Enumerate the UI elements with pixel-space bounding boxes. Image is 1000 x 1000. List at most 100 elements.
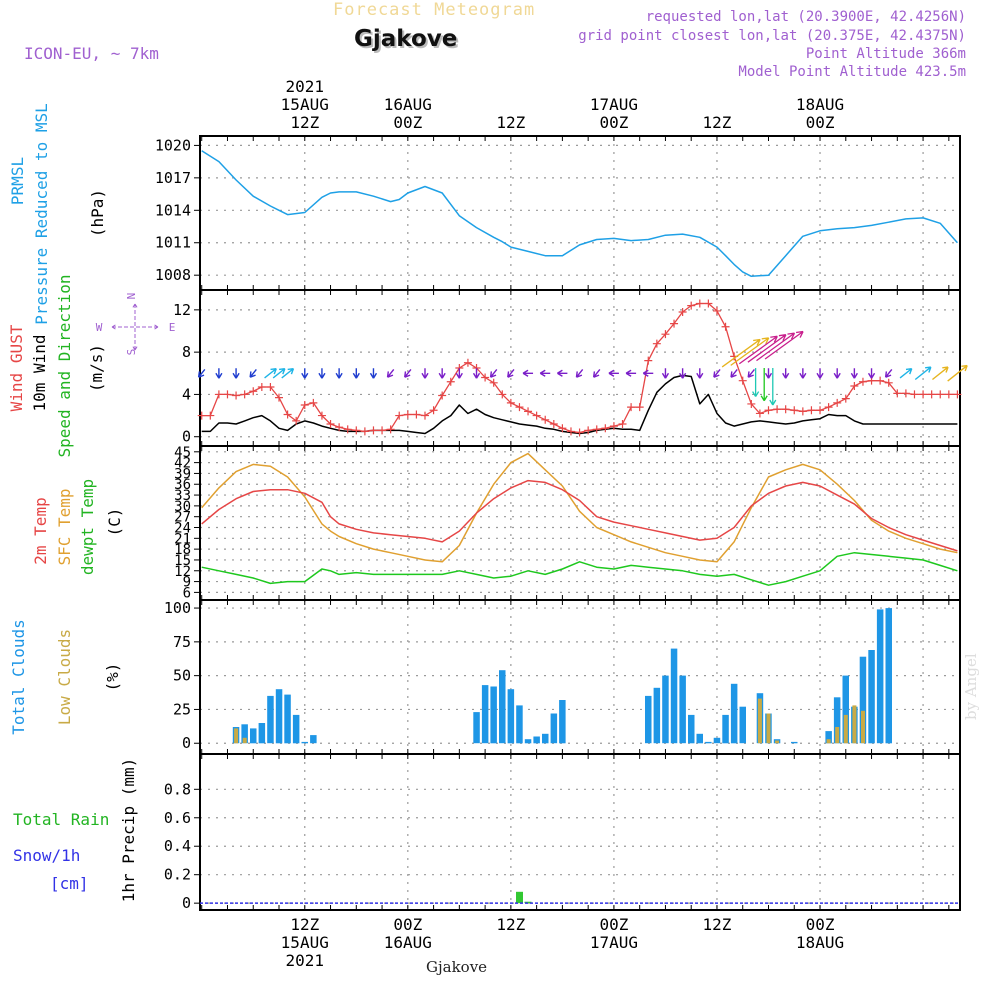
low-cloud-bar <box>835 727 840 744</box>
gust-marker <box>412 410 421 419</box>
gust-marker <box>300 401 309 409</box>
y-tick-label: 45 <box>174 445 191 461</box>
wind-arrow <box>899 367 913 379</box>
gust-marker <box>627 403 636 412</box>
total-cloud-bar <box>301 741 308 744</box>
gust-marker <box>712 306 721 315</box>
low-cloud-bar <box>766 713 771 744</box>
wind-arrow <box>557 369 568 377</box>
gust-marker <box>498 390 507 399</box>
gust-marker <box>326 420 335 429</box>
gust-marker <box>773 405 782 414</box>
wind-arrow <box>608 369 619 377</box>
model-altitude: Model Point Altitude 423.5m <box>738 64 966 80</box>
panel-frame <box>199 445 961 601</box>
wind-arrow <box>679 368 687 379</box>
total-cloud-bar <box>507 689 515 744</box>
gust-marker <box>850 381 859 390</box>
total-cloud-bar <box>499 670 506 744</box>
temp-ylabel-dew: dewpt Temp <box>78 479 97 575</box>
wind-arrow <box>625 369 637 377</box>
total-cloud-bar <box>885 608 892 744</box>
total-cloud-bar <box>284 694 291 744</box>
gust-marker <box>816 406 825 415</box>
wind-arrow <box>421 368 429 379</box>
gust-marker <box>438 391 447 400</box>
total-cloud-bar <box>292 714 300 744</box>
gust-marker <box>618 420 627 429</box>
gust-marker <box>695 299 704 308</box>
wind-arrow <box>850 368 858 379</box>
y-tick-label: 1014 <box>155 201 191 219</box>
time-label-top: 16AUG <box>384 95 432 114</box>
wind-arrow <box>747 368 755 378</box>
wind-arrow <box>249 368 257 378</box>
gust-marker <box>506 398 515 407</box>
total-cloud-bar <box>670 648 678 744</box>
gust-marker <box>446 377 455 386</box>
wind-arrow <box>833 368 841 379</box>
y-tick-label: 0.6 <box>164 809 191 827</box>
wind-arrow <box>592 368 601 378</box>
panel-frame <box>199 135 961 291</box>
y-tick-label: 24 <box>174 521 191 537</box>
low-cloud-bar <box>242 737 247 744</box>
low-cloud-bar <box>757 698 762 744</box>
gust-marker <box>764 406 773 415</box>
gust-marker <box>953 390 962 399</box>
gust-marker <box>927 390 936 399</box>
wind-arrow <box>352 368 360 379</box>
y-tick-label: 9 <box>183 575 191 591</box>
y-tick-label: 21 <box>174 531 191 547</box>
gust-marker <box>386 425 395 434</box>
cloud-ylabel-total: Total Clouds <box>9 619 28 735</box>
gust-marker <box>360 427 369 436</box>
compass-n: N <box>125 293 138 300</box>
total-cloud-bar <box>679 675 686 744</box>
wind-arrow <box>215 368 223 379</box>
time-label-bottom: 12Z <box>496 915 525 934</box>
time-label-bottom: 17AUG <box>590 933 638 952</box>
gust-marker <box>721 322 730 331</box>
y-tick-label: 25 <box>173 700 191 718</box>
gust-marker <box>635 403 644 412</box>
gust-marker <box>317 411 326 420</box>
precip-label-rain: Total Rain <box>13 810 109 829</box>
total-cloud-bar <box>713 737 721 744</box>
gust-line <box>201 302 958 434</box>
gust-marker <box>781 405 790 414</box>
gust-marker <box>515 403 524 412</box>
cloud-unit: (%) <box>103 663 122 692</box>
gust-marker <box>936 390 945 399</box>
compass-rose <box>111 303 159 351</box>
total-cloud-bar <box>688 714 695 744</box>
time-label-top: 00Z <box>806 113 835 132</box>
time-label-bottom: 16AUG <box>384 933 432 952</box>
wind-arrow <box>489 368 498 378</box>
total-cloud-bar <box>533 736 540 744</box>
gust-marker <box>232 391 241 400</box>
y-tick-label: 4 <box>182 385 191 403</box>
low-cloud-bar <box>861 710 865 744</box>
wind-arrow <box>318 368 326 379</box>
y-tick-label: 0 <box>182 428 191 446</box>
gust-marker <box>283 410 292 419</box>
pressure-ylabel-2: Pressure Reduced to MSL <box>32 103 51 325</box>
precip-unit: 1hr Precip (mm) <box>119 758 138 903</box>
gust-marker <box>592 425 601 434</box>
temp-ylabel-2m: 2m Temp <box>31 497 50 564</box>
dewpoint-line <box>201 551 958 586</box>
wind-arrow <box>438 368 446 379</box>
wind-arrow <box>264 367 277 379</box>
wind-arrow <box>369 368 378 379</box>
total-cloud-bar <box>241 724 248 744</box>
y-tick-label: 0.8 <box>164 780 191 798</box>
total-cloud-bar <box>662 675 669 744</box>
y-tick-label: 12 <box>174 564 191 580</box>
y-tick-label: 15 <box>174 553 191 569</box>
sfc-temp-line <box>201 452 958 563</box>
precip-label-snow: Snow/1h <box>13 846 80 865</box>
y-tick-label: 33 <box>174 488 191 504</box>
gust-marker <box>876 376 885 385</box>
total-cloud-bar <box>730 683 738 744</box>
